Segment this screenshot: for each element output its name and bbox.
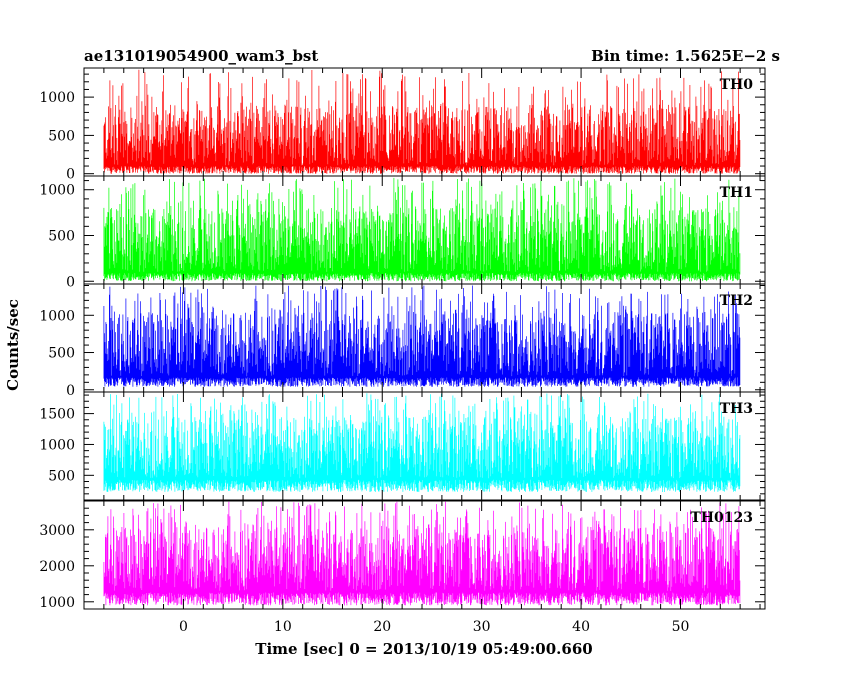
- y-tick-label: 500: [48, 128, 75, 144]
- panel-th0123: TH0123 1000 2000 3000: [39, 500, 766, 611]
- panel-th3: TH3 500 1000 1500: [39, 391, 766, 501]
- series-th1: [103, 177, 741, 282]
- y-tick-label: 3000: [39, 523, 75, 539]
- x-tick-label: 50: [672, 619, 690, 635]
- chart-title: ae131019054900_wam3_bst: [84, 47, 318, 65]
- series-th3: [103, 393, 741, 492]
- x-tick-label: 0: [179, 619, 188, 635]
- panel-th0: TH0 0 500 1000: [39, 67, 766, 183]
- y-tick-label: 1500: [39, 407, 75, 423]
- series-label-th2: TH2: [720, 293, 753, 309]
- y-tick-label: 0: [66, 274, 75, 290]
- series-th2: [103, 285, 741, 387]
- series-label-th0: TH0: [720, 77, 754, 93]
- series-label-th1: TH1: [720, 185, 753, 201]
- panels-group: TH005001000TH105001000TH205001000TH35001…: [39, 67, 766, 635]
- panel-frame: [83, 500, 766, 610]
- x-tick-label: 20: [373, 619, 391, 635]
- y-tick-label: 500: [48, 346, 75, 362]
- y-axis-label: Counts/sec: [4, 299, 22, 391]
- y-tick-label: 1000: [39, 308, 75, 324]
- y-tick-label: 500: [48, 228, 75, 244]
- panel-th2: TH2 0 500 1000: [39, 283, 766, 399]
- y-tick-label: 1000: [39, 437, 75, 453]
- x-tick-label: 40: [572, 619, 590, 635]
- series-label-th0123: TH0123: [690, 510, 753, 526]
- series-th0123: [103, 501, 741, 606]
- series-th0: [103, 69, 741, 174]
- panel-th1: TH1 0 500 1000: [39, 175, 766, 290]
- y-tick-label: 0: [66, 167, 75, 183]
- panel-frame: [83, 391, 766, 501]
- x-tick-label: 10: [274, 619, 292, 635]
- y-tick-label: 0: [66, 383, 75, 399]
- x-tick-label: 30: [473, 619, 491, 635]
- y-tick-label: 500: [48, 468, 75, 484]
- y-tick-label: 1000: [39, 183, 75, 199]
- y-tick-label: 2000: [39, 559, 75, 575]
- x-axis-label: Time [sec] 0 = 2013/10/19 05:49:00.660: [255, 640, 592, 658]
- y-tick-label: 1000: [39, 90, 75, 106]
- y-tick-label: 1000: [39, 595, 75, 611]
- series-label-th3: TH3: [720, 401, 753, 417]
- bin-time-label: Bin time: 1.5625E−2 s: [591, 47, 780, 65]
